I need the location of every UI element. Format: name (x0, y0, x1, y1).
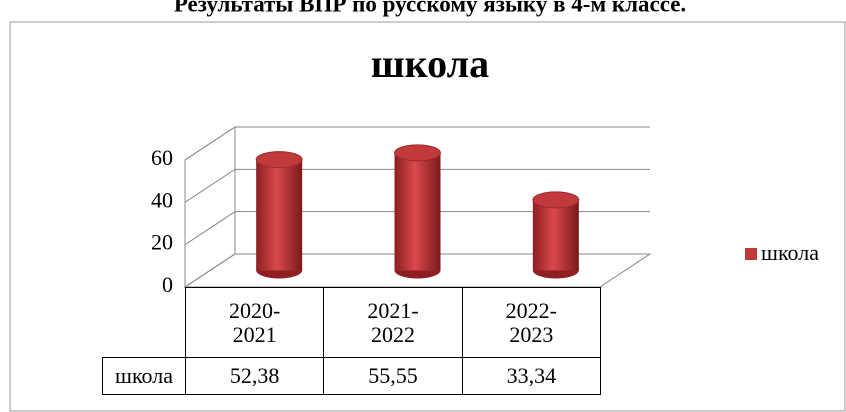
data-table-value: 52,38 (185, 357, 325, 395)
bar-top (255, 151, 303, 169)
data-table-series: школа (102, 357, 186, 395)
legend-swatch (745, 248, 757, 260)
bar-top (394, 144, 441, 162)
category-label: 2021-2022 (323, 287, 463, 358)
chart-title: школа (371, 41, 489, 86)
category-label: 2022-2023 (461, 287, 601, 358)
y-tick-label: 20 (151, 230, 173, 255)
y-tick-label: 60 (151, 145, 173, 170)
y-tick-label: 40 (151, 187, 173, 212)
grid-line (184, 253, 650, 288)
heading: Результаты ВПР по русскому языку в 4-м к… (174, 0, 686, 16)
bar-top (532, 191, 580, 209)
category-label: 2020-2021 (185, 287, 325, 358)
bar (394, 152, 441, 271)
bar (532, 199, 579, 271)
legend-label: школа (761, 240, 819, 265)
data-table-value: 55,55 (323, 357, 463, 395)
y-tick-label: 0 (162, 272, 173, 297)
grid-line (184, 168, 650, 203)
grid-line (184, 126, 650, 161)
grid-line (184, 211, 650, 246)
bar (256, 159, 303, 271)
data-table-value: 33,34 (461, 357, 601, 395)
